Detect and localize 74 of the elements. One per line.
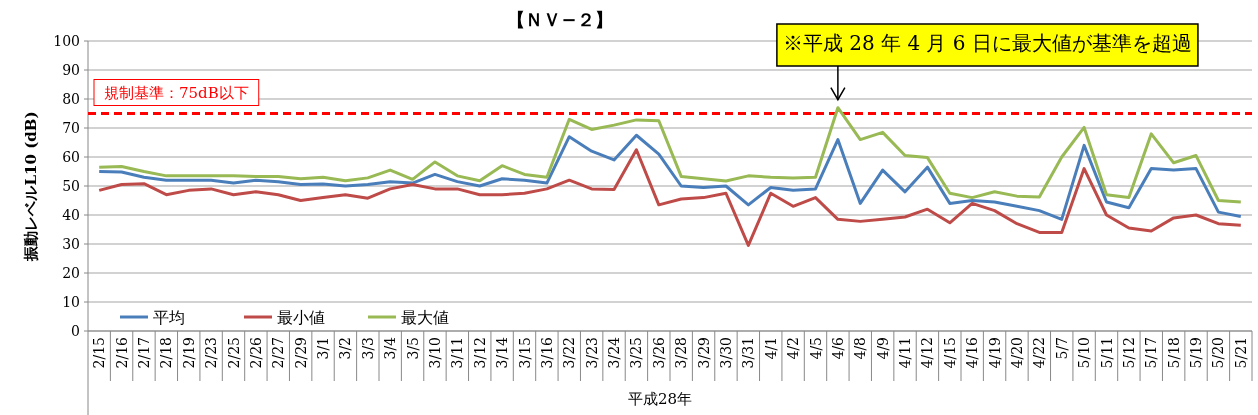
x-tick-label: 3/22 [561, 337, 578, 369]
chart-title: 【ＮＶ−２】 [507, 9, 613, 30]
legend-label: 最小値 [277, 308, 325, 327]
annotation: ※平成 28 年 4 月 6 日に最大値が基準を超過 [782, 31, 1192, 55]
x-tick-label: 4/5 [807, 337, 824, 360]
x-tick-label: 2/25 [225, 337, 242, 369]
x-tick-label: 3/25 [628, 337, 645, 369]
x-tick-label: 4/16 [964, 336, 981, 369]
x-tick-label: 3/30 [717, 337, 734, 369]
x-tick-label: 3/16 [538, 336, 555, 369]
x-tick-label: 3/4 [382, 336, 399, 360]
x-tick-label: 3/5 [404, 337, 421, 360]
x-tick-label: 5/19 [1188, 337, 1205, 369]
x-tick-label: 5/18 [1165, 337, 1182, 369]
x-tick-label: 4/11 [897, 337, 914, 369]
x-tick-label: 3/3 [359, 337, 376, 360]
x-tick-label: 5/10 [1076, 337, 1093, 369]
y-axis-title: 振動レベルL10 (dB) [22, 111, 40, 262]
line-series [97, 106, 1243, 204]
x-tick-label: 4/2 [785, 337, 802, 360]
x-tick-label: 4/1 [762, 337, 779, 360]
x-tick-label: 2/16 [113, 336, 130, 369]
x-tick-label: 4/9 [874, 337, 891, 360]
x-tick-label: 3/24 [606, 336, 623, 369]
x-tick-label: 5/17 [1143, 337, 1160, 369]
x-tick-label: 3/2 [337, 337, 354, 360]
x-tick-label: 3/29 [695, 337, 712, 369]
ref-line-label: 規制基準：75dB以下 [104, 83, 249, 102]
x-tick-label: 3/26 [650, 336, 667, 369]
legend-label: 最大値 [401, 308, 449, 327]
x-tick-label: 5/12 [1120, 337, 1137, 369]
line-series [97, 133, 1243, 221]
y-tick-label: 40 [62, 207, 80, 223]
y-tick-label: 10 [62, 294, 80, 310]
y-tick-label: 80 [62, 91, 80, 107]
y-tick-label: 60 [62, 149, 80, 165]
y-tick-label: 100 [53, 33, 80, 49]
x-tick-label: 3/11 [449, 337, 466, 369]
x-tick-label: 2/23 [203, 337, 220, 369]
x-tick-label: 2/17 [135, 337, 152, 369]
x-tick-label: 2/15 [91, 337, 108, 369]
x-tick-label: 3/31 [740, 337, 757, 369]
x-tick-label: 3/15 [516, 337, 533, 369]
x-tick-label: 5/7 [1053, 337, 1070, 360]
x-tick-label: 2/18 [158, 337, 175, 369]
x-axis-title: 平成28年 [627, 390, 693, 408]
x-tick-label: 2/29 [292, 337, 309, 369]
y-tick-label: 20 [62, 265, 80, 281]
y-tick-label: 0 [71, 323, 80, 339]
x-tick-label: 4/22 [1031, 337, 1048, 369]
x-tick-label: 3/23 [583, 337, 600, 369]
x-tick-label: 2/27 [270, 337, 287, 369]
x-tick-label: 3/28 [673, 337, 690, 369]
line-series [97, 148, 1243, 247]
x-tick-label: 2/19 [180, 337, 197, 369]
y-tick-label: 50 [62, 178, 80, 194]
x-tick-label: 4/19 [986, 337, 1003, 369]
x-tick-label: 2/26 [247, 336, 264, 369]
x-tick-label: 4/20 [1008, 337, 1025, 369]
x-tick-label: 4/15 [941, 337, 958, 369]
x-tick-label: 4/12 [919, 337, 936, 369]
y-tick-label: 30 [62, 236, 80, 252]
x-tick-label: 3/1 [315, 337, 332, 360]
x-tick-label: 5/20 [1210, 337, 1227, 369]
y-tick-label: 90 [62, 62, 80, 78]
x-tick-label: 3/12 [471, 337, 488, 369]
y-tick-label: 70 [62, 120, 80, 136]
x-tick-label: 4/8 [852, 337, 869, 360]
x-tick-label: 3/14 [494, 336, 511, 369]
x-tick-label: 5/21 [1232, 337, 1249, 369]
x-tick-label: 5/11 [1098, 337, 1115, 369]
x-tick-label: 4/6 [829, 336, 846, 360]
legend-label: 平均 [153, 308, 185, 327]
x-tick-label: 3/10 [426, 337, 443, 369]
